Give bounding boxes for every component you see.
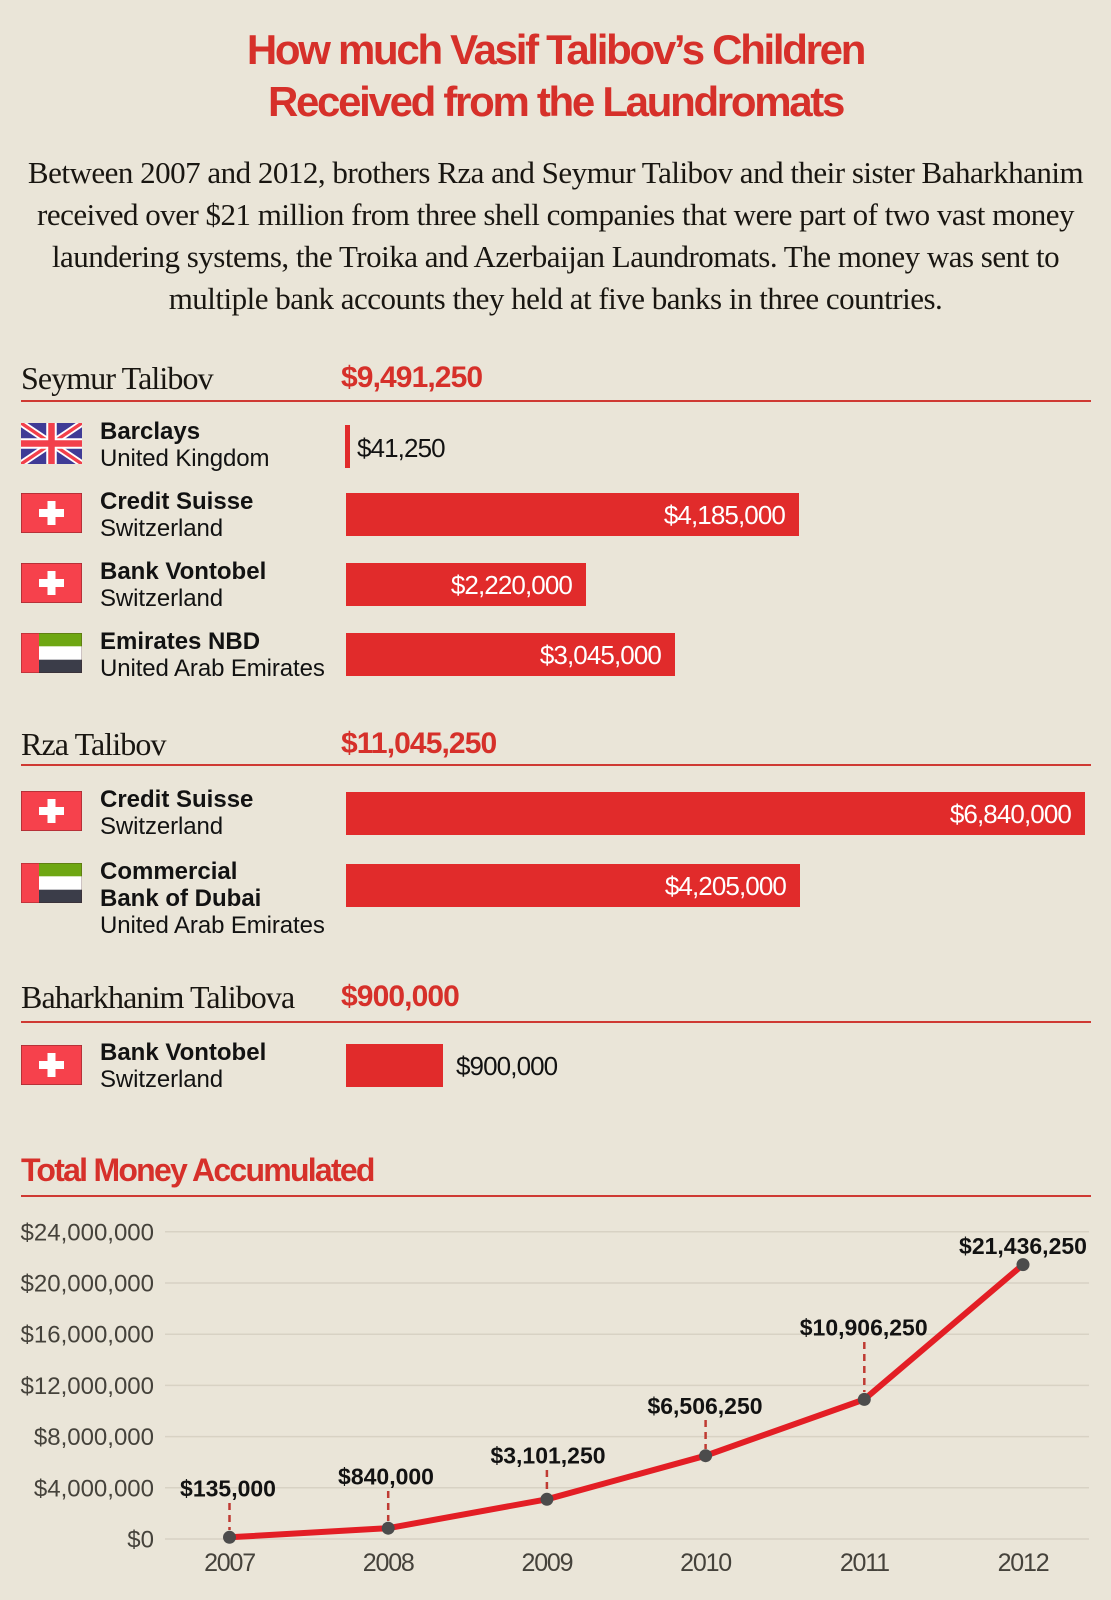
svg-text:$4,000,000: $4,000,000	[34, 1475, 154, 1502]
svg-text:2008: 2008	[363, 1549, 414, 1577]
svg-text:$3,101,250: $3,101,250	[490, 1442, 605, 1468]
svg-text:2012: 2012	[998, 1549, 1049, 1577]
svg-text:2011: 2011	[840, 1549, 889, 1577]
svg-text:2007: 2007	[204, 1549, 255, 1577]
svg-text:$0: $0	[127, 1527, 154, 1554]
svg-text:2010: 2010	[680, 1549, 731, 1577]
svg-text:$6,506,250: $6,506,250	[647, 1393, 762, 1419]
svg-text:$10,906,250: $10,906,250	[800, 1315, 928, 1341]
svg-text:$24,000,000: $24,000,000	[21, 1219, 154, 1246]
svg-text:$16,000,000: $16,000,000	[21, 1322, 154, 1349]
svg-text:$8,000,000: $8,000,000	[34, 1424, 154, 1451]
svg-text:2009: 2009	[521, 1549, 572, 1577]
svg-text:$135,000: $135,000	[180, 1476, 276, 1502]
svg-text:$12,000,000: $12,000,000	[21, 1373, 154, 1400]
svg-text:$840,000: $840,000	[338, 1463, 434, 1489]
svg-text:$21,436,250: $21,436,250	[959, 1233, 1087, 1259]
svg-text:$20,000,000: $20,000,000	[21, 1271, 154, 1298]
